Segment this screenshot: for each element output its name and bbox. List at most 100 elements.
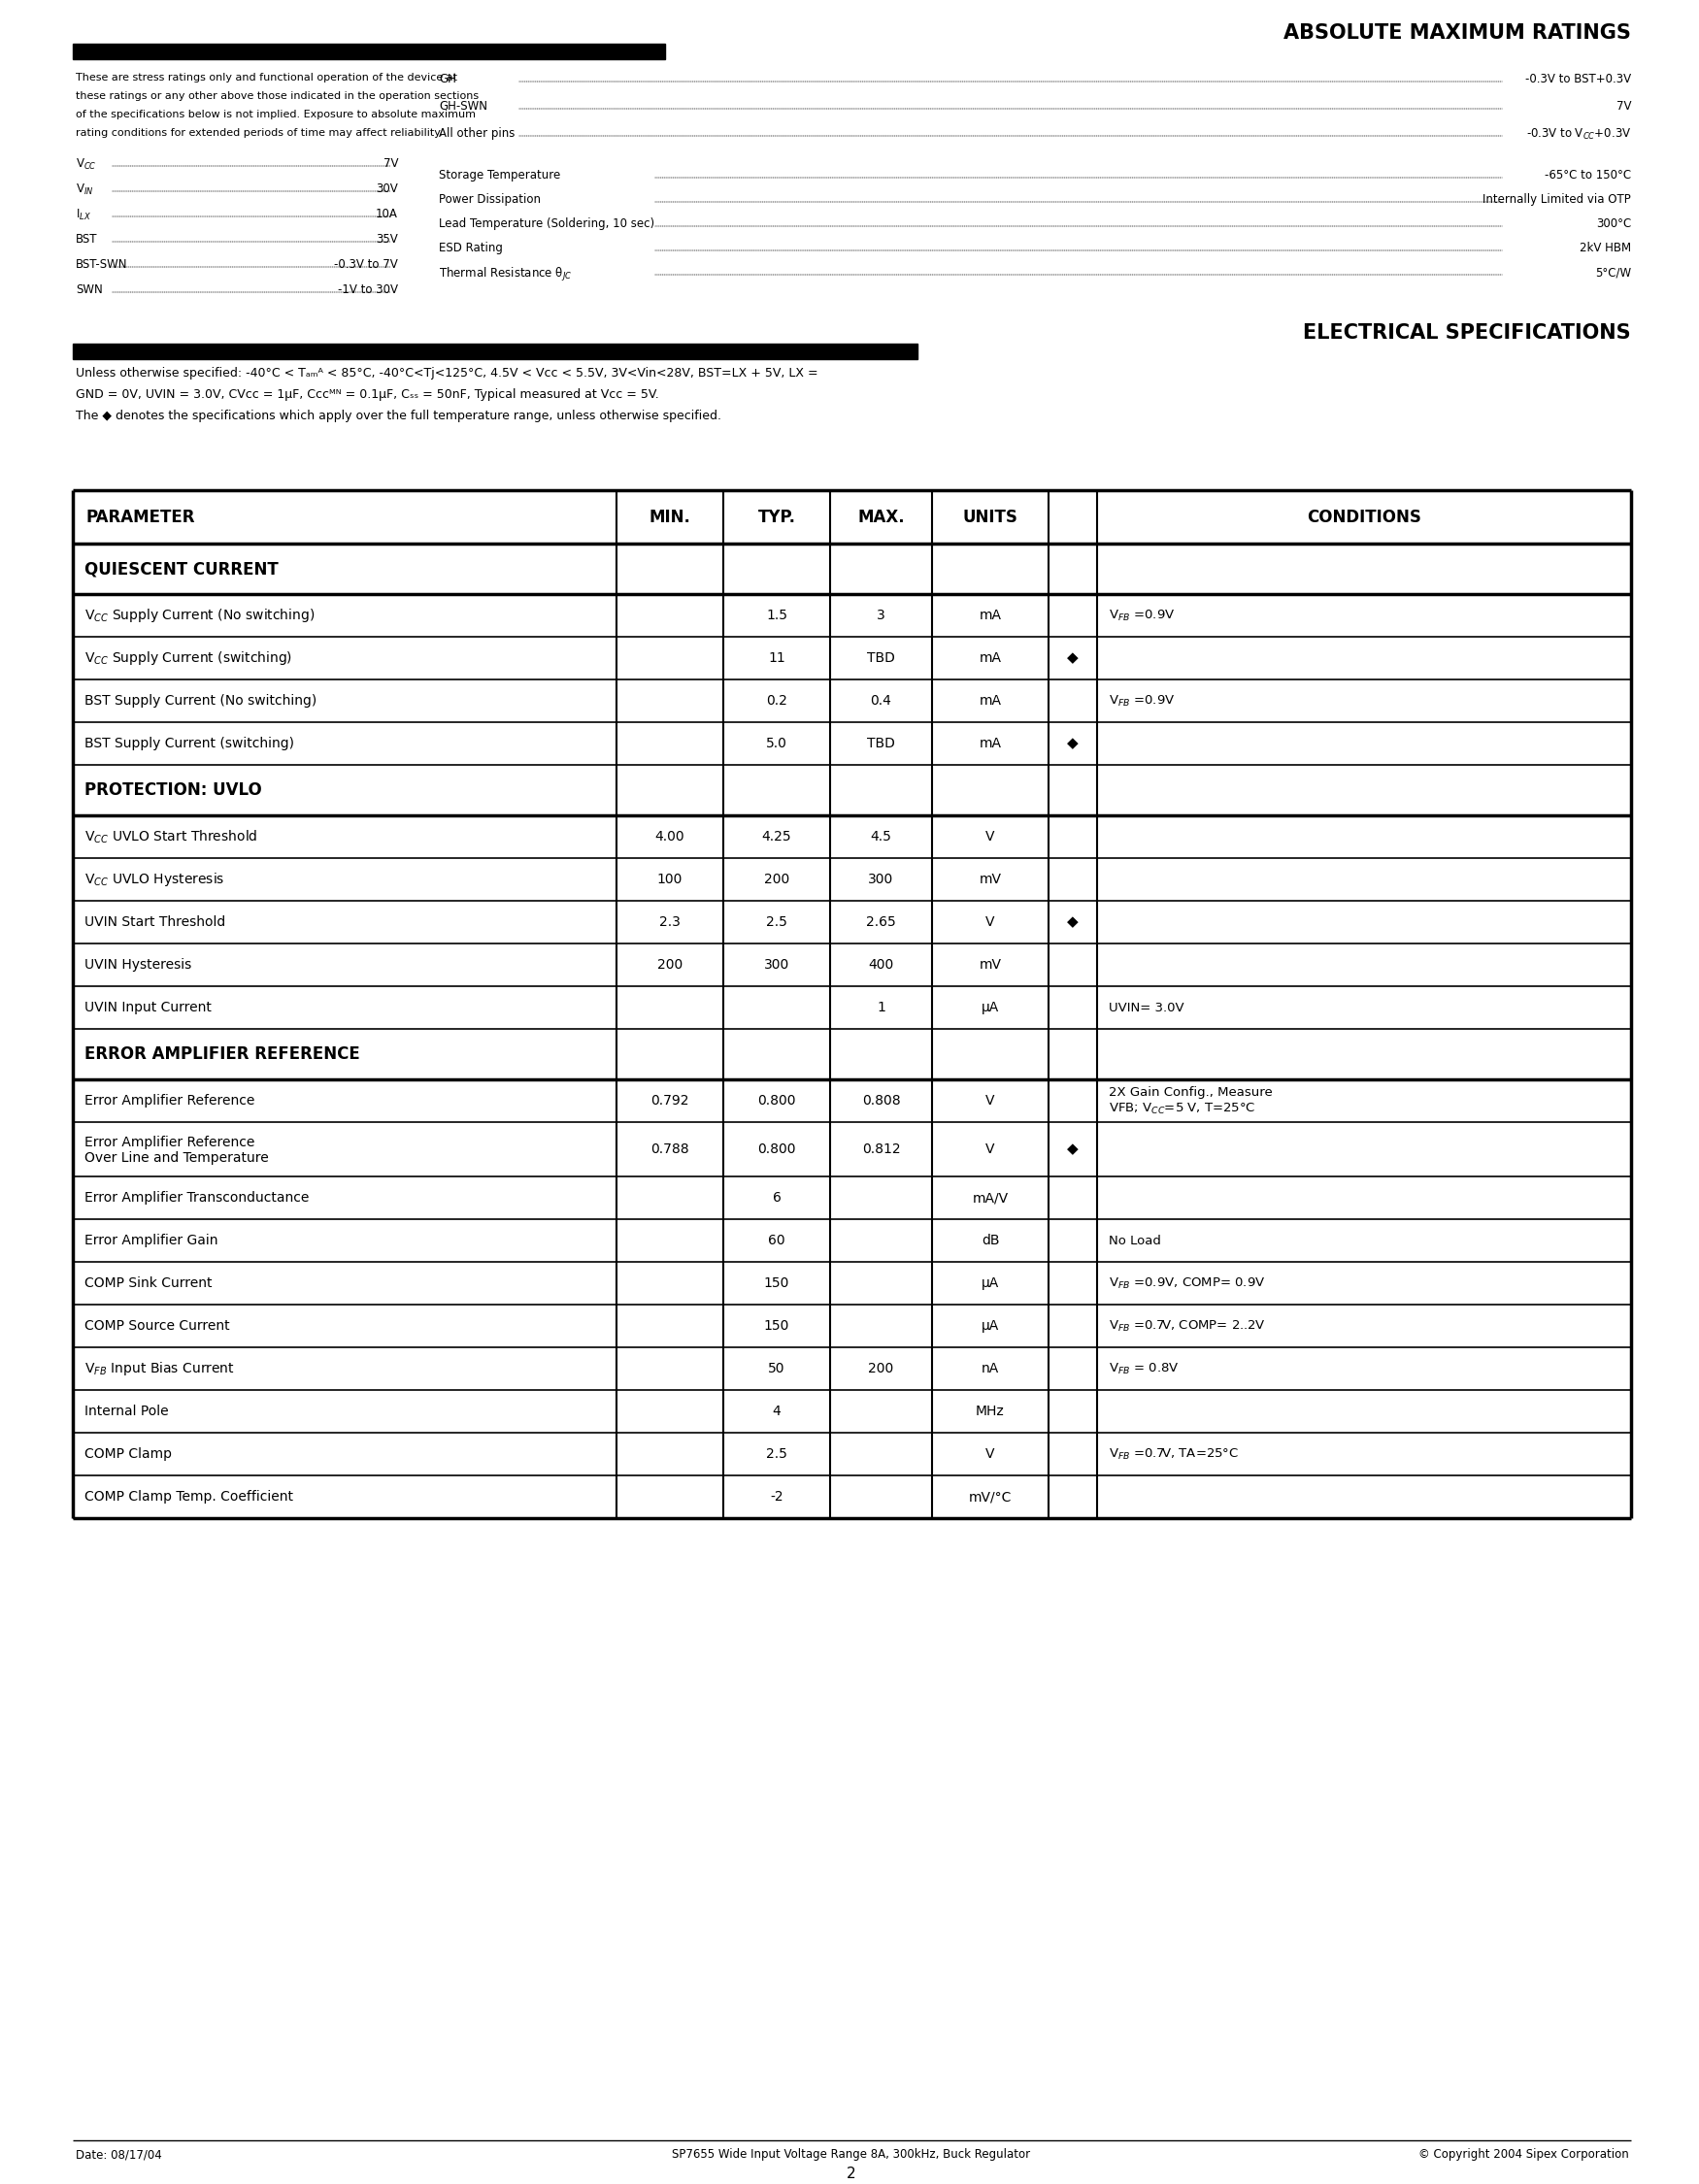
Text: V$_{FB}$ =0.9V: V$_{FB}$ =0.9V [1109,695,1176,708]
Text: COMP Clamp: COMP Clamp [85,1448,172,1461]
Text: V: V [985,830,996,843]
Text: 5°C/W: 5°C/W [1595,266,1631,280]
Text: PROTECTION: UVLO: PROTECTION: UVLO [85,782,262,799]
Text: of the specifications below is not implied. Exposure to absolute maximum: of the specifications below is not impli… [76,109,476,120]
Text: 4.5: 4.5 [870,830,892,843]
Text: -0.3V to BST+0.3V: -0.3V to BST+0.3V [1526,72,1631,85]
Text: 0.808: 0.808 [861,1094,900,1107]
Text: Unless otherwise specified: -40°C < Tₐₘᴬ < 85°C, -40°C<Tj<125°C, 4.5V < Vᴄᴄ < 5.: Unless otherwise specified: -40°C < Tₐₘᴬ… [76,367,819,380]
Text: QUIESCENT CURRENT: QUIESCENT CURRENT [85,559,279,577]
Text: These are stress ratings only and functional operation of the device at: These are stress ratings only and functi… [76,72,457,83]
Text: Power Dissipation: Power Dissipation [438,192,540,205]
Text: 200: 200 [765,874,790,887]
Text: ◆: ◆ [1067,1142,1079,1158]
Text: 4: 4 [773,1404,782,1417]
Text: V$_{FB}$ =0.7V, TA=25°C: V$_{FB}$ =0.7V, TA=25°C [1109,1446,1239,1461]
Text: ◆: ◆ [1067,915,1079,930]
Text: ELECTRICAL SPECIFICATIONS: ELECTRICAL SPECIFICATIONS [1303,323,1631,343]
Text: V: V [985,1094,996,1107]
Text: V$_{FB}$ =0.7V, COMP= 2..2V: V$_{FB}$ =0.7V, COMP= 2..2V [1109,1319,1266,1332]
Text: 150: 150 [765,1319,790,1332]
Text: mA: mA [979,651,1001,664]
Text: Error Amplifier Reference: Error Amplifier Reference [85,1136,255,1149]
Text: Date: 08/17/04: Date: 08/17/04 [76,2149,161,2162]
Text: 0.800: 0.800 [758,1142,795,1155]
Text: Internally Limited via OTP: Internally Limited via OTP [1483,192,1631,205]
Text: 0.812: 0.812 [861,1142,900,1155]
Text: TBD: TBD [866,651,895,664]
Text: V$_{CC}$ Supply Current (No switching): V$_{CC}$ Supply Current (No switching) [85,607,314,625]
Text: these ratings or any other above those indicated in the operation sections: these ratings or any other above those i… [76,92,479,100]
Text: 4.00: 4.00 [656,830,685,843]
Text: 35V: 35V [375,234,398,245]
Text: ESD Rating: ESD Rating [438,242,503,253]
Text: ◆: ◆ [1067,736,1079,751]
Text: Error Amplifier Transconductance: Error Amplifier Transconductance [85,1190,309,1206]
Text: 200: 200 [868,1363,894,1376]
Text: SP7655 Wide Input Voltage Range 8A, 300kHz, Buck Regulator: SP7655 Wide Input Voltage Range 8A, 300k… [673,2149,1031,2162]
Text: 5.0: 5.0 [766,736,787,751]
Text: -2: -2 [770,1489,783,1503]
Text: SWN: SWN [76,284,102,297]
Text: 300: 300 [868,874,894,887]
Text: Over Line and Temperature: Over Line and Temperature [85,1151,268,1164]
Text: 0.800: 0.800 [758,1094,795,1107]
Text: 0.2: 0.2 [766,695,787,708]
Text: mA: mA [979,736,1001,751]
Text: MIN.: MIN. [649,509,691,526]
Text: 3: 3 [877,609,885,622]
Text: 150: 150 [765,1275,790,1291]
Text: 50: 50 [768,1363,785,1376]
Text: BST-SWN: BST-SWN [76,258,127,271]
Text: 0.788: 0.788 [651,1142,690,1155]
Text: 6: 6 [773,1190,782,1206]
Text: mA: mA [979,609,1001,622]
Text: V$_{FB}$ = 0.8V: V$_{FB}$ = 0.8V [1109,1361,1179,1376]
Text: VFB; V$_{CC}$=5 V, T=25°C: VFB; V$_{CC}$=5 V, T=25°C [1109,1101,1256,1116]
Text: 60: 60 [768,1234,785,1247]
Text: -65°C to 150°C: -65°C to 150°C [1544,168,1631,181]
Text: 0.792: 0.792 [651,1094,690,1107]
Text: -1V to 30V: -1V to 30V [338,284,398,297]
Text: rating conditions for extended periods of time may affect reliability.: rating conditions for extended periods o… [76,129,442,138]
Text: MAX.: MAX. [858,509,904,526]
Text: 7V: 7V [382,157,398,170]
Text: Lead Temperature (Soldering, 10 sec): Lead Temperature (Soldering, 10 sec) [438,218,654,229]
Text: Thermal Resistance θ$_{JC}$: Thermal Resistance θ$_{JC}$ [438,266,573,284]
Text: V$_{CC}$ UVLO Hysteresis: V$_{CC}$ UVLO Hysteresis [85,871,224,889]
Text: 1.5: 1.5 [766,609,787,622]
Text: mV/°C: mV/°C [968,1489,1013,1503]
Text: BST Supply Current (No switching): BST Supply Current (No switching) [85,695,316,708]
Text: PARAMETER: PARAMETER [87,509,195,526]
Text: COMP Sink Current: COMP Sink Current [85,1275,212,1291]
Text: BST Supply Current (switching): BST Supply Current (switching) [85,736,294,751]
Text: mA: mA [979,695,1001,708]
Text: ◆: ◆ [1067,651,1079,666]
Text: 2.3: 2.3 [659,915,681,928]
Text: μA: μA [982,1275,999,1291]
Text: V$_{IN}$: V$_{IN}$ [76,183,93,197]
Text: ABSOLUTE MAXIMUM RATINGS: ABSOLUTE MAXIMUM RATINGS [1284,24,1631,44]
Text: 1: 1 [877,1000,885,1013]
Text: COMP Clamp Temp. Coefficient: COMP Clamp Temp. Coefficient [85,1489,294,1503]
Text: mV: mV [979,874,1001,887]
Text: 2X Gain Config., Measure: 2X Gain Config., Measure [1109,1088,1273,1099]
Text: V$_{CC}$: V$_{CC}$ [76,157,97,173]
Text: Error Amplifier Gain: Error Amplifier Gain [85,1234,217,1247]
Text: 2: 2 [846,2167,856,2182]
Text: TBD: TBD [866,736,895,751]
Text: UNITS: UNITS [963,509,1018,526]
Text: mV: mV [979,959,1001,972]
Text: COMP Source Current: COMP Source Current [85,1319,229,1332]
Text: dB: dB [982,1234,999,1247]
Text: V: V [985,1142,996,1155]
Text: μA: μA [982,1000,999,1013]
Text: UVIN Input Current: UVIN Input Current [85,1000,212,1013]
Text: 2.65: 2.65 [866,915,895,928]
Text: CONDITIONS: CONDITIONS [1307,509,1422,526]
Text: 2.5: 2.5 [766,915,787,928]
Text: GND = 0V, UVIN = 3.0V, CVᴄᴄ = 1μF, Cᴄᴄᴹᴺ = 0.1μF, Cₛₛ = 50nF, Typical measured a: GND = 0V, UVIN = 3.0V, CVᴄᴄ = 1μF, Cᴄᴄᴹᴺ… [76,389,659,402]
Text: UVIN= 3.0V: UVIN= 3.0V [1109,1000,1184,1013]
Text: 300: 300 [765,959,790,972]
Text: Internal Pole: Internal Pole [85,1404,168,1417]
